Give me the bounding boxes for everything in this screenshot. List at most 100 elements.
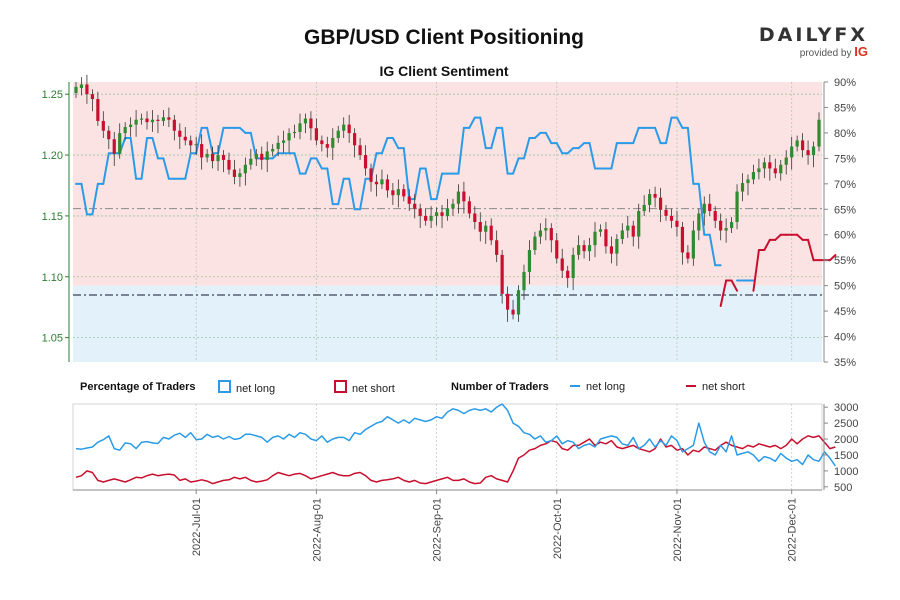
candle-down (708, 203, 712, 212)
candle-up (533, 236, 537, 250)
count-tick-label: 1000 (834, 466, 858, 478)
candle-up (249, 158, 253, 165)
candle-down (495, 240, 499, 255)
net-long-pct-segment (533, 131, 542, 139)
candle-down (801, 140, 805, 151)
candle-down (478, 222, 482, 232)
net-long-pct-segment (102, 152, 110, 185)
net-short-zone (73, 82, 822, 286)
legend-pct-long-label: net long (236, 383, 276, 395)
candle-down (440, 212, 444, 216)
candle-down (178, 130, 182, 137)
candle-up (134, 119, 138, 125)
net-long-pct-segment (654, 126, 662, 145)
candle-up (544, 228, 548, 231)
candle-down (145, 118, 149, 123)
legend-pct-short: net short (334, 380, 395, 396)
candle-down (500, 254, 504, 294)
candle-up (626, 225, 630, 231)
candle-up (751, 172, 756, 180)
net-long-pct-segment (140, 137, 149, 180)
net-long-pct-segment (522, 137, 531, 160)
price-tick-label: 1.20 (42, 150, 63, 162)
top-axes: 1.25 1.20 1.15 1.10 1.05 90% 85% 80% 75% 70% 65% 60… (42, 77, 857, 369)
candle-up (697, 213, 701, 231)
candle-up (593, 231, 597, 246)
candle-up (216, 155, 220, 162)
net-short-pct-segment (828, 254, 837, 262)
candle-up (615, 239, 619, 254)
net-short-pct-segment (730, 279, 739, 292)
candle-up (276, 142, 280, 149)
date-tick-label: 2022-Oct-01 (552, 498, 564, 559)
pct-tick-label: 80% (834, 128, 856, 140)
net-long-pct-segment (293, 152, 301, 175)
net-long-zone (73, 285, 822, 362)
candle-up (451, 203, 455, 209)
candle-down (189, 140, 193, 146)
net-long-pct-segment (435, 172, 444, 201)
price-candles (74, 74, 821, 322)
pct-tick-label: 45% (834, 306, 856, 318)
net-short-pct-segment (719, 279, 728, 307)
price-tick-label: 1.25 (42, 89, 63, 101)
candle-up (243, 164, 247, 174)
candle-up (746, 179, 750, 184)
candle-down (353, 133, 357, 146)
candle-up (380, 179, 384, 185)
candle-up (342, 124, 346, 131)
candle-down (413, 203, 417, 209)
candle-down (210, 153, 215, 162)
candle-down (96, 99, 100, 121)
candle-up (642, 204, 646, 212)
candle-down (358, 145, 362, 156)
candle-up (150, 119, 155, 123)
candle-up (740, 183, 745, 192)
chart-subtitle: IG Client Sentiment (379, 63, 509, 79)
date-tick-label: 2022-Sep-01 (432, 498, 444, 562)
candle-down (85, 84, 89, 95)
pct-tick-label: 85% (834, 102, 856, 114)
candle-up (527, 250, 532, 272)
price-tick-label: 1.05 (42, 333, 63, 345)
legend-num-title: Number of Traders (451, 381, 549, 393)
candle-down (773, 168, 777, 174)
candle-up (445, 208, 450, 216)
pct-tick-label: 70% (834, 179, 856, 191)
net-long-pct-segment (544, 131, 553, 145)
logo-main: DAILYFX (758, 24, 868, 46)
pct-tick-label: 40% (834, 332, 856, 344)
candle-down (369, 168, 373, 182)
candle-up (118, 133, 122, 154)
net-short-pct-segment (774, 233, 782, 241)
legend: Percentage of Traders net long net short… (0, 380, 900, 398)
net-long-pct-segment (359, 177, 367, 211)
candle-up (265, 151, 269, 160)
candle-down (462, 191, 466, 202)
date-axis: 2022-Jul-01 2022-Aug-01 2022-Sep-01 2022-Oc… (73, 489, 822, 562)
candle-down (325, 144, 329, 148)
net-long-pct-segment (238, 126, 247, 134)
candle-up (287, 133, 291, 141)
date-tick-label: 2022-Aug-01 (311, 498, 323, 562)
candle-down (806, 150, 810, 156)
candle-up (331, 138, 335, 148)
net-long-pct-segment (184, 152, 192, 180)
legend-pct-short-label: net short (352, 383, 395, 395)
net-short-pct-segment (752, 249, 760, 292)
net-long-pct-segment (271, 152, 280, 160)
net-long-pct-segment (315, 157, 323, 170)
price-tick-label: 1.10 (42, 272, 63, 284)
net-long-pct-segment (665, 116, 673, 145)
candle-up (194, 144, 198, 146)
count-tick-label: 1500 (834, 450, 858, 462)
candle-down (167, 117, 171, 120)
candle-up (817, 119, 821, 147)
candle-down (309, 118, 313, 129)
candle-up (123, 127, 127, 134)
candle-down (407, 196, 411, 204)
candle-down (582, 245, 586, 252)
legend-pct-long: net long (218, 380, 275, 396)
candle-up (292, 131, 297, 134)
candle-down (363, 155, 368, 169)
